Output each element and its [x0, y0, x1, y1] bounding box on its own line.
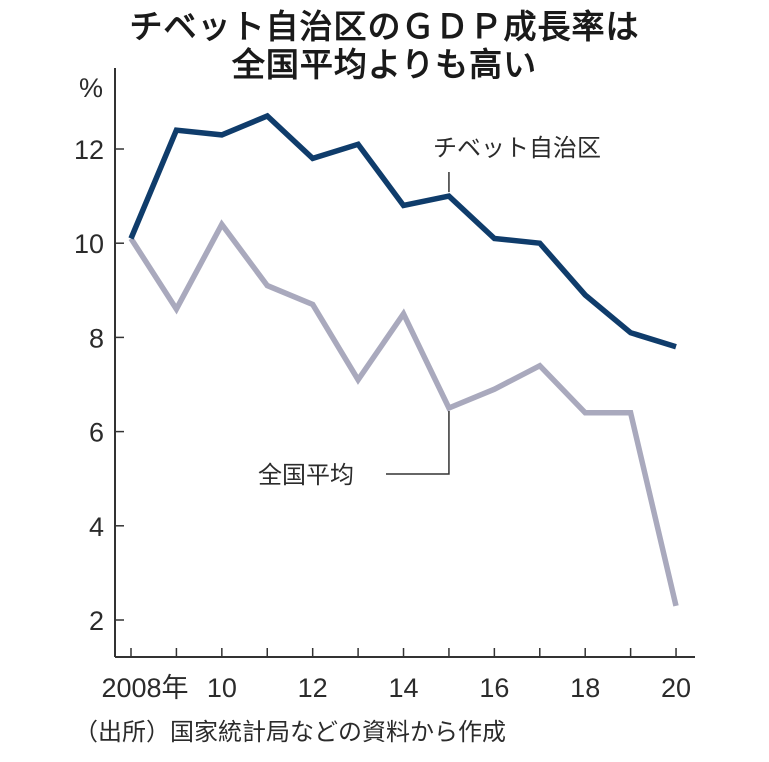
y-tick-label: 12	[74, 135, 104, 165]
y-tick-label: 10	[74, 229, 104, 259]
y-tick-label: 4	[89, 512, 104, 542]
x-tick-label: 10	[207, 673, 237, 703]
y-tick-label: 6	[89, 418, 104, 448]
chart-title: チベット自治区のＧＤＰ成長率は 全国平均よりも高い	[0, 8, 769, 84]
national-series-line	[128, 219, 679, 607]
series-group	[128, 112, 679, 607]
y-tick-label: 8	[89, 323, 104, 353]
y-tick-label: 2	[89, 606, 104, 636]
national-leader-line	[386, 411, 450, 475]
axes: % 2 4 6 8 10 12 2008年 10 12 14 16 18 20	[74, 68, 695, 703]
x-tick-label: 20	[661, 673, 691, 703]
chart-title-line-2: 全国平均よりも高い	[231, 45, 538, 84]
x-tick-label: 2008年	[101, 673, 188, 703]
x-tick-label: 18	[570, 673, 600, 703]
y-axis-unit-label: %	[79, 73, 103, 103]
tibet-series-label: チベット自治区	[433, 134, 601, 162]
national-series-label: 全国平均	[258, 461, 354, 489]
chart-title-line-1: チベット自治区のＧＤＰ成長率は	[129, 7, 640, 46]
source-note: （出所）国家統計局などの資料から作成	[74, 718, 506, 746]
x-tick-label: 16	[479, 673, 509, 703]
x-tick-label: 14	[388, 673, 418, 703]
x-tick-label: 12	[298, 673, 328, 703]
